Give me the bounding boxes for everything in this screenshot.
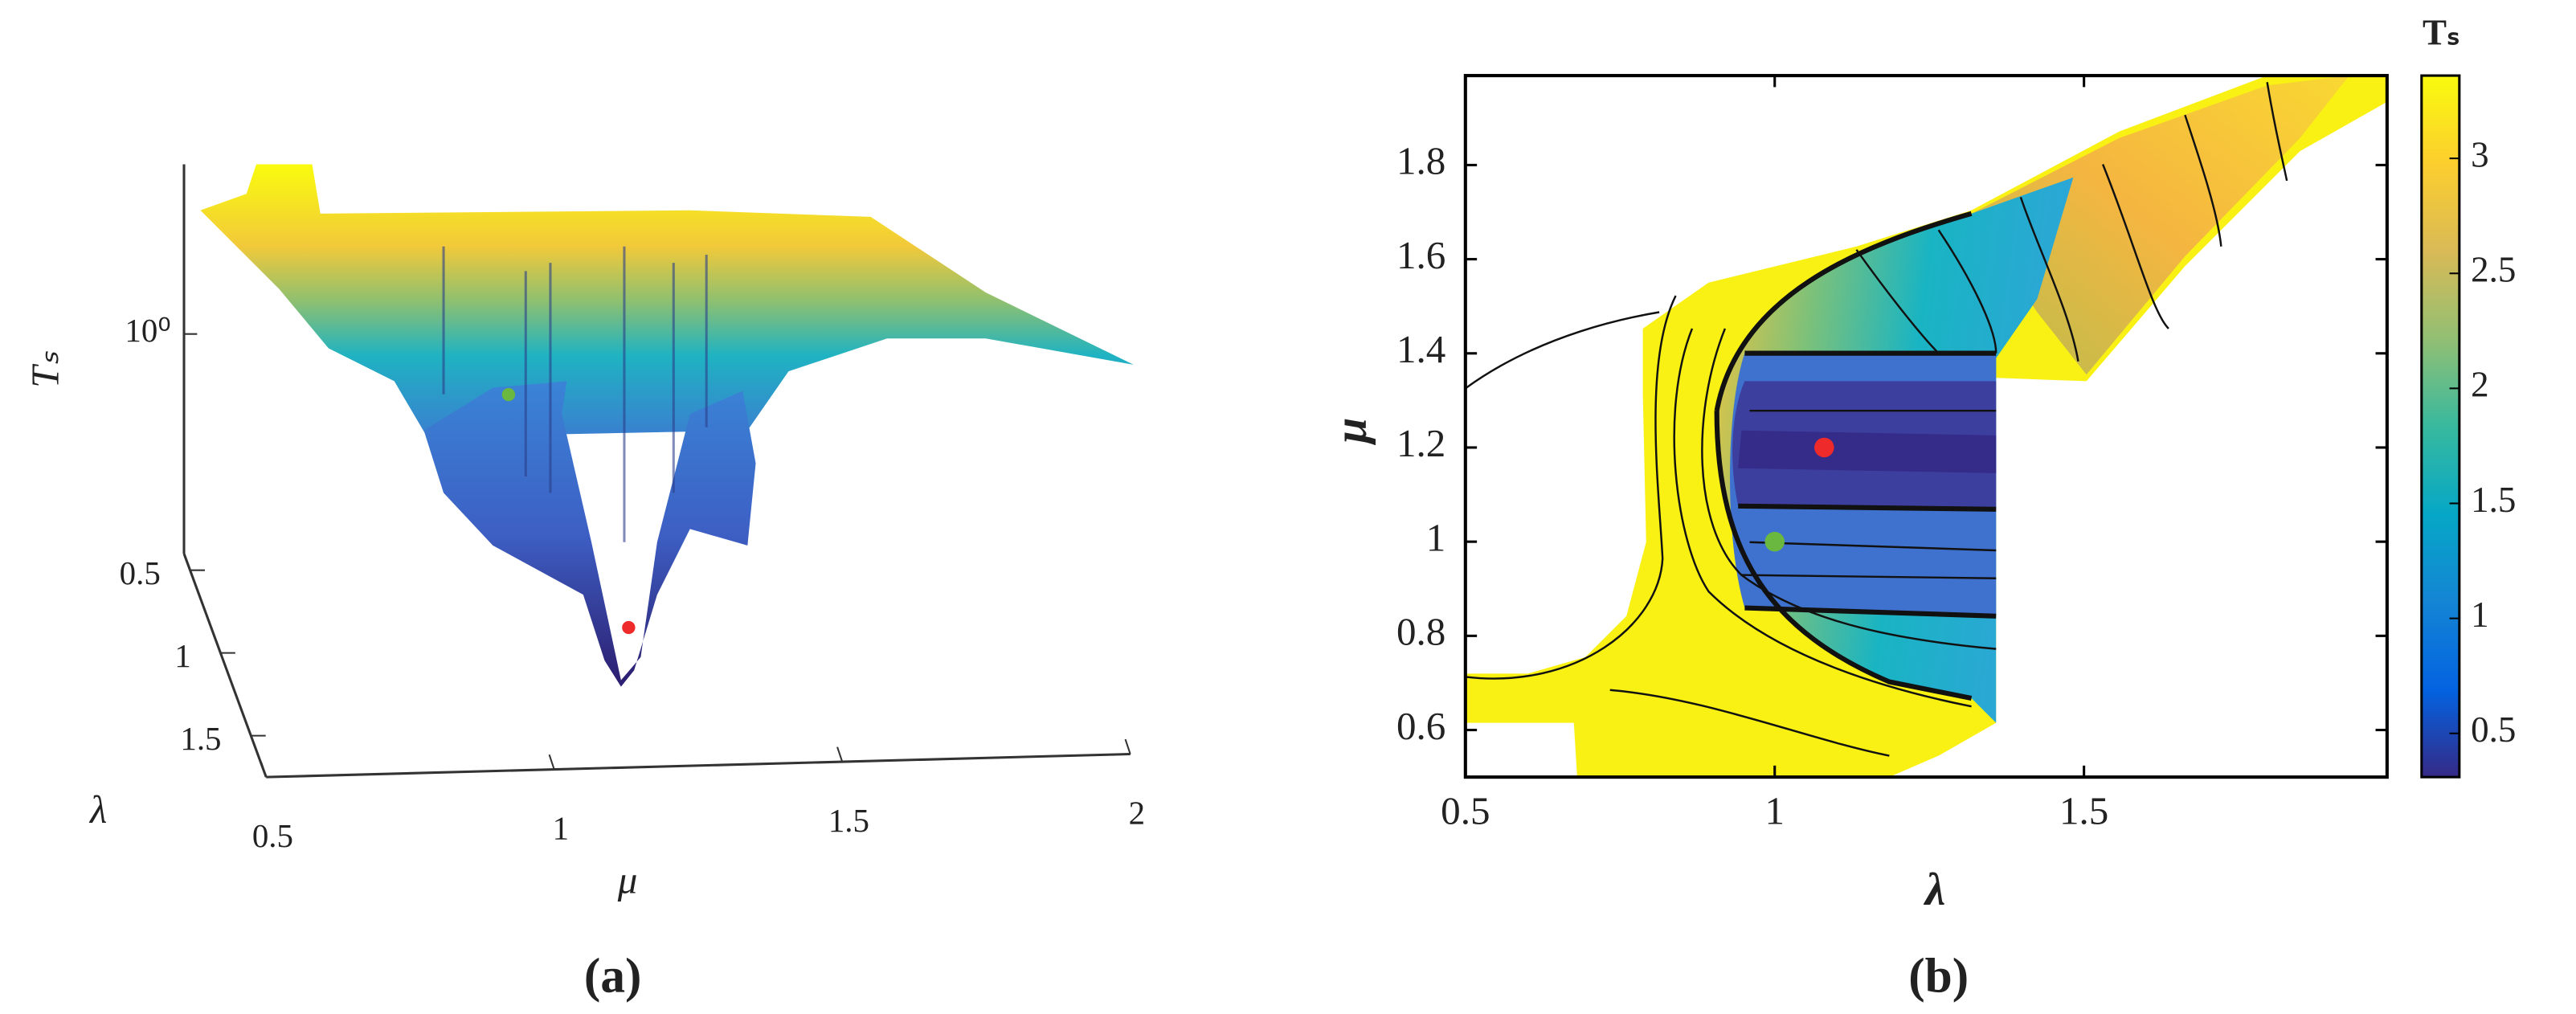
y-axis-label: μ [1326, 418, 1376, 446]
y-tick-label: 1 [1426, 515, 1446, 559]
y-axis-label: λ [88, 787, 107, 831]
marker [622, 620, 636, 635]
surface-ridges [442, 246, 708, 542]
x-axis-label: λ [1924, 864, 1945, 914]
plot-frame [1463, 74, 2389, 779]
x-tick-label: 0.5 [1441, 788, 1490, 832]
contour-fill [1465, 76, 2387, 778]
z-tick-label: 10⁰ [125, 313, 170, 349]
x-tick-label: 2 [1129, 795, 1145, 832]
x-tick [836, 746, 844, 763]
marker [501, 387, 516, 402]
y-tick-label: 1.4 [1396, 327, 1445, 371]
x-tick-label: 1.5 [828, 803, 869, 839]
x-tick-label: 1 [1764, 788, 1785, 832]
z-axis-label: Tₛ [23, 351, 67, 388]
x-tick [260, 762, 268, 778]
surface-funnel [423, 381, 756, 687]
x-axis-label: μ [617, 857, 638, 902]
caption: (b) [1908, 949, 1969, 1004]
region-darkest [1738, 430, 1997, 473]
colorbar-tick-label: 0.5 [2471, 709, 2516, 750]
colorbar-tick-label: 1 [2471, 595, 2488, 635]
y-tick-label: 1.6 [1396, 233, 1445, 277]
axis-line [182, 553, 268, 778]
x-tick-label: 1 [553, 811, 569, 847]
colorbar [2420, 74, 2461, 779]
y-tick-label: 1.8 [1396, 139, 1445, 183]
region-band [1971, 76, 2349, 375]
x-tick [1124, 738, 1131, 754]
colorbar-tick-label: 2.5 [2471, 250, 2516, 290]
y-tick-label: 0.5 [120, 555, 161, 591]
x-tick-label: 0.5 [252, 818, 293, 854]
contour-lines [1465, 82, 2288, 757]
colorbar-tick-label: 3 [2471, 134, 2488, 174]
marker [1764, 531, 1785, 552]
contour-boundary [1714, 211, 1997, 701]
x-tick [548, 754, 555, 770]
x-tick-label: 1.5 [2059, 788, 2108, 832]
y-tick-label: 0.8 [1396, 610, 1445, 654]
y-tick-label: 1.2 [1396, 421, 1445, 465]
colorbar-tick-label: 2 [2471, 365, 2488, 405]
surface-top [200, 164, 1134, 437]
colorbar-tick-label: 1.5 [2471, 480, 2516, 520]
colorbar-title: Tₛ [2423, 12, 2460, 52]
y-tick-label: 1 [174, 638, 190, 674]
y-tick-label: 1.5 [180, 721, 221, 757]
surface [200, 164, 1134, 687]
axis-line [266, 752, 1131, 779]
y-tick-label: 0.6 [1396, 704, 1445, 748]
marker [1814, 437, 1834, 458]
caption: (a) [584, 949, 642, 1004]
